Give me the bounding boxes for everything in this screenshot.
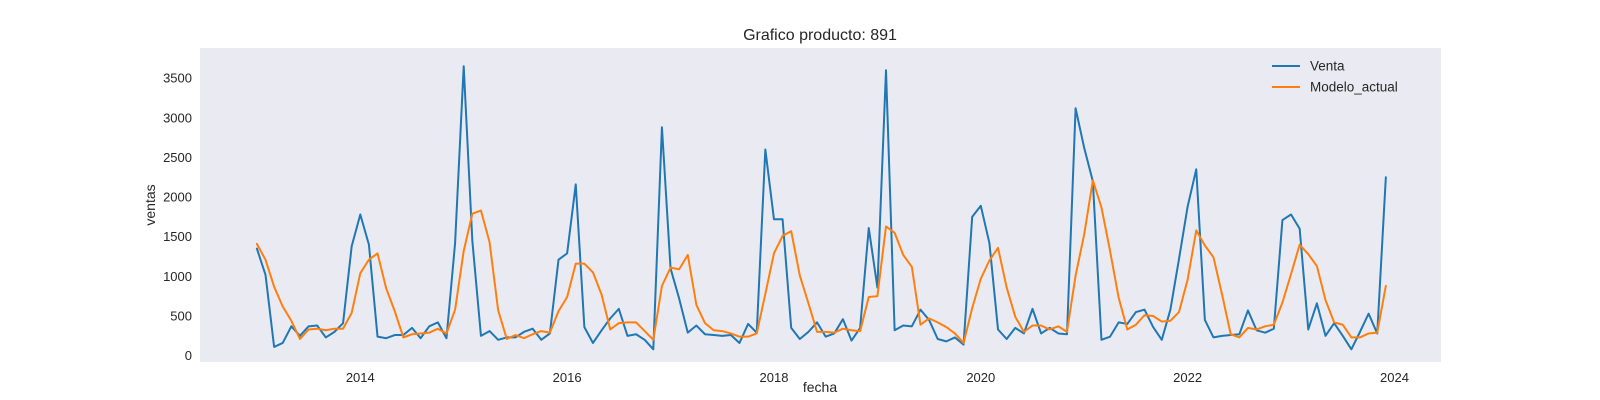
y-tick-label: 3000	[163, 110, 192, 125]
y-tick-label: 2000	[163, 190, 192, 205]
y-tick-label: 2500	[163, 150, 192, 165]
x-axis-ticks: 2014 2016 2018 2020 2022 2024	[346, 370, 1409, 385]
legend-label-modelo-actual: Modelo_actual	[1310, 80, 1398, 95]
y-tick-label: 3500	[163, 71, 192, 86]
y-tick-label: 1000	[163, 269, 192, 284]
x-tick-label: 2024	[1380, 370, 1409, 385]
y-tick-label: 1500	[163, 229, 192, 244]
y-tick-label: 0	[185, 348, 192, 363]
series-line-modelo-actual	[255, 179, 1387, 344]
legend-label-venta: Venta	[1310, 59, 1345, 74]
legend: Venta Modelo_actual	[1272, 59, 1398, 95]
plot-area	[200, 48, 1441, 362]
series-line-venta	[255, 65, 1387, 351]
chart-title: Grafico producto: 891	[743, 27, 897, 44]
x-tick-label: 2016	[553, 370, 582, 385]
y-axis-label: ventas	[142, 184, 158, 225]
x-axis-label: fecha	[803, 379, 837, 395]
x-tick-label: 2022	[1173, 370, 1202, 385]
y-axis-ticks: 0 500 1000 1500 2000 2500 3000 3500	[163, 71, 192, 364]
y-tick-label: 500	[170, 309, 192, 324]
x-tick-label: 2014	[346, 370, 375, 385]
series-layer	[255, 65, 1387, 351]
x-tick-label: 2020	[966, 370, 995, 385]
x-tick-label: 2018	[760, 370, 789, 385]
